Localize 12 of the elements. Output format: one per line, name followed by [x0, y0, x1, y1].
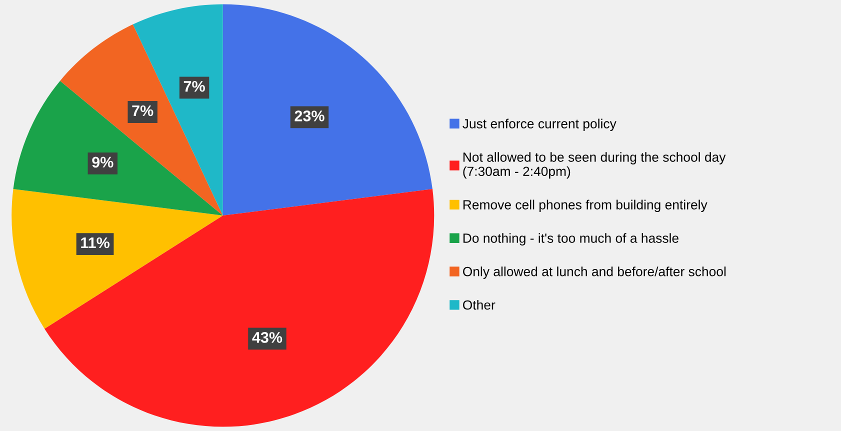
data-label: 9%: [92, 156, 114, 168]
data-label: 11%: [81, 237, 110, 248]
data-label: 43%: [252, 332, 282, 343]
legend-label: Do nothing - it's too much of a hassle: [463, 233, 678, 246]
data-label: 7%: [184, 80, 205, 92]
legend-label: Not allowed to be seen during the school day (7:30am - 2:40pm): [463, 152, 726, 179]
data-label: 7%: [132, 105, 154, 116]
data-label: 23%: [294, 110, 324, 122]
legend-label: Other: [463, 300, 496, 310]
legend-label: Just enforce current policy: [462, 118, 616, 132]
legend-label: Only allowed at lunch and before/after school: [463, 266, 726, 279]
legend-label: Remove cell phones from building entirely: [463, 200, 708, 212]
